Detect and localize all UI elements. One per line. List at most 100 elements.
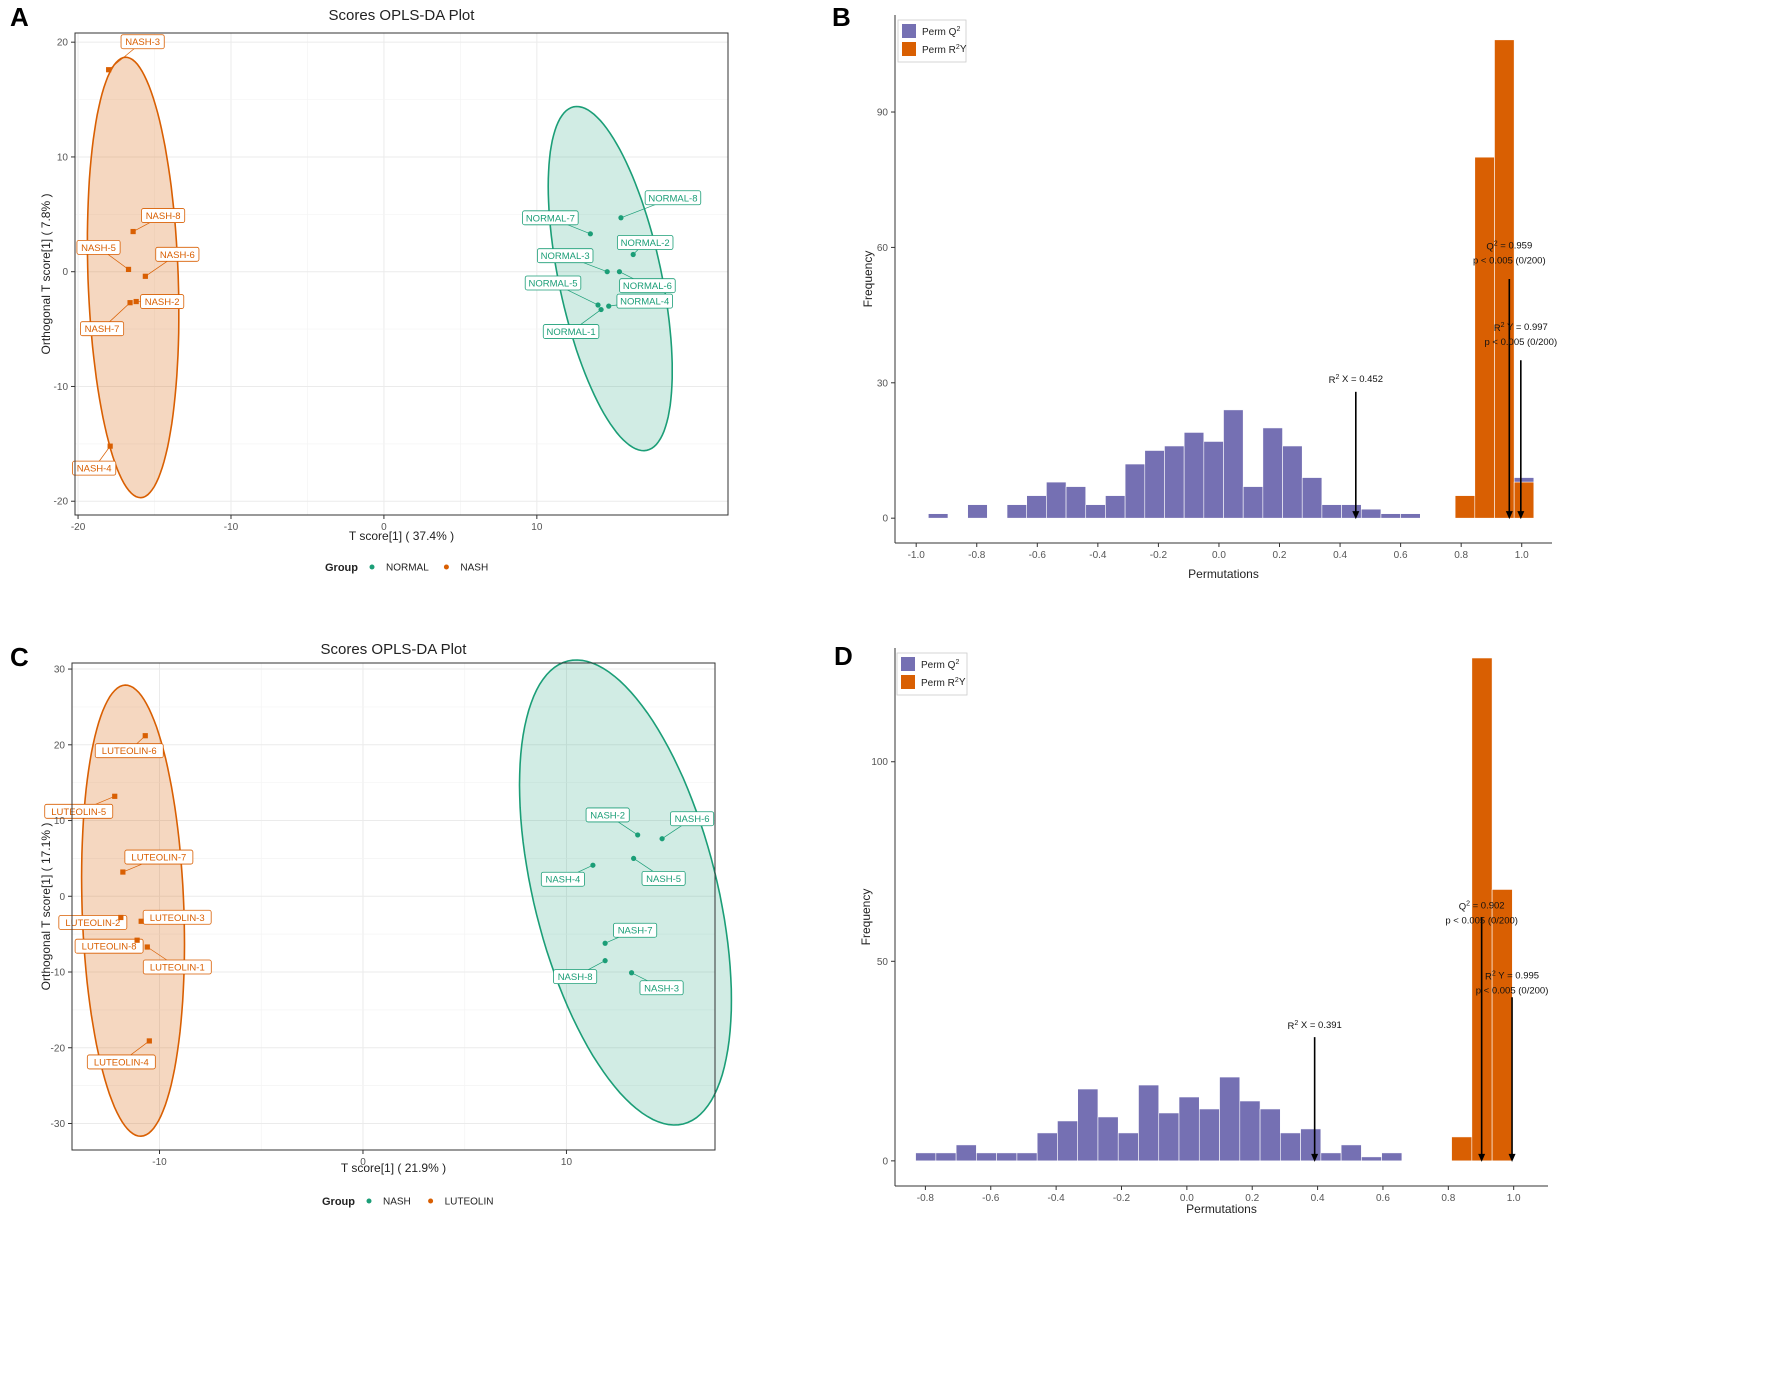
data-point (598, 306, 604, 313)
legend: Group NASH LUTEOLIN (322, 1196, 494, 1208)
y-tick-label: 0 (882, 514, 888, 525)
data-point (631, 855, 637, 862)
legend-title: Group (322, 1196, 355, 1208)
x-tick-label: 0 (381, 522, 387, 533)
x-tick-label: -10 (224, 522, 239, 533)
data-point (125, 266, 132, 273)
point-label: LUTEOLIN-6 (102, 746, 157, 757)
bar (1321, 504, 1342, 519)
label-box (58, 915, 128, 930)
chart-title: Scores OPLS-DA Plot (329, 7, 476, 24)
data-point (118, 914, 124, 921)
point-label: NASH-8 (558, 972, 593, 983)
y-axis-label: Orthogonal T score[1] ( 7.8% ) (39, 194, 53, 355)
bar (1097, 1116, 1119, 1162)
bar (1301, 477, 1323, 519)
y-tick-label: 30 (877, 378, 889, 389)
data-point (144, 944, 150, 950)
data-point (130, 228, 136, 235)
x-axis-label: Permutations (1188, 567, 1259, 581)
bar (935, 1152, 957, 1162)
bar (1046, 481, 1067, 519)
data-point (133, 298, 139, 305)
chart-title: Scores OPLS-DA Plot (321, 641, 468, 658)
point-label: LUTEOLIN-3 (150, 913, 205, 924)
point-label: NASH-7 (618, 926, 653, 937)
label-box (120, 34, 165, 50)
x-tick-label: 1.0 (1507, 1193, 1521, 1204)
data-point (587, 231, 593, 237)
point-label: LUTEOLIN-1 (150, 963, 205, 974)
annotation-arrowhead (1478, 1153, 1486, 1162)
y-tick-label: 10 (54, 816, 66, 827)
annotation-arrowhead (1508, 1153, 1516, 1162)
y-tick-label: -30 (51, 1119, 66, 1130)
x-tick-label: -0.4 (1089, 550, 1107, 561)
bar (1262, 427, 1283, 519)
bar (1219, 1076, 1241, 1162)
data-point (618, 215, 624, 221)
annotation-text: p < 0.005 (0/200) (1473, 256, 1546, 267)
x-axis-label: T score[1] ( 21.9% ) (341, 1161, 446, 1175)
annotation-text: R2 Y = 0.997 (1494, 322, 1548, 334)
x-tick-label: 0.0 (1212, 550, 1226, 561)
bar (976, 1152, 997, 1162)
data-point (606, 303, 612, 309)
point-label: NORMAL-1 (547, 327, 596, 338)
point-label: NASH-7 (85, 324, 120, 335)
bar (955, 1144, 977, 1162)
bar (1065, 486, 1087, 519)
label-box (616, 293, 673, 309)
data-point (127, 300, 133, 306)
ellipse-nash (518, 659, 733, 1126)
label-box (639, 980, 684, 996)
legend-label: Perm Q2 (922, 26, 960, 38)
plot-frame (71, 662, 716, 1151)
bar (1239, 1100, 1261, 1162)
bar (1124, 463, 1146, 519)
label-box (644, 190, 702, 206)
panel-c: C Scores OPLS-DA Plot NASH-2 NASH-6 NASH-4 NA… (10, 641, 733, 1208)
legend-title: Group (325, 562, 358, 574)
x-tick-label: 0.2 (1273, 550, 1287, 561)
annotation-arrowhead (1505, 511, 1513, 520)
label-box (616, 235, 674, 250)
bar (1280, 1132, 1301, 1162)
label-box (524, 275, 582, 291)
point-label: NORMAL-3 (541, 251, 590, 262)
data-point (106, 67, 112, 73)
label-box (641, 871, 686, 886)
x-tick-label: -0.6 (1029, 550, 1047, 561)
y-tick-label: 0 (59, 892, 65, 903)
y-axis-label: Frequency (861, 251, 875, 308)
point-label: NASH-6 (160, 250, 195, 261)
y-tick-label: 20 (54, 740, 66, 751)
y-tick-label: 10 (57, 152, 69, 163)
annotation-text: p < 0.005 (0/200) (1485, 337, 1558, 348)
point-label: NORMAL-6 (623, 281, 672, 292)
y-axis-label: Frequency (859, 889, 873, 946)
bar (1144, 450, 1165, 519)
x-tick-label: 0.6 (1376, 1193, 1390, 1204)
data-point (142, 733, 148, 739)
point-label: NASH-5 (646, 874, 681, 885)
bar (1164, 445, 1185, 519)
label-box (536, 248, 594, 264)
legend-swatch (902, 42, 916, 56)
y-tick-label: -10 (51, 968, 66, 979)
bar (1242, 486, 1264, 519)
bar (1016, 1152, 1038, 1162)
panel-letter: D (834, 641, 853, 671)
bar (1454, 495, 1476, 519)
bar (1036, 1132, 1058, 1162)
point-label: LUTEOLIN-4 (94, 1057, 149, 1068)
y-tick-label: 90 (877, 108, 889, 119)
bar (1223, 409, 1244, 519)
legend-label: LUTEOLIN (445, 1197, 494, 1208)
y-tick-label: 50 (877, 957, 889, 968)
bar (1105, 495, 1126, 519)
bar (1026, 495, 1047, 519)
x-tick-label: -0.4 (1048, 1193, 1066, 1204)
legend-label: Perm Q2 (921, 659, 959, 671)
x-tick-label: -0.8 (968, 550, 986, 561)
